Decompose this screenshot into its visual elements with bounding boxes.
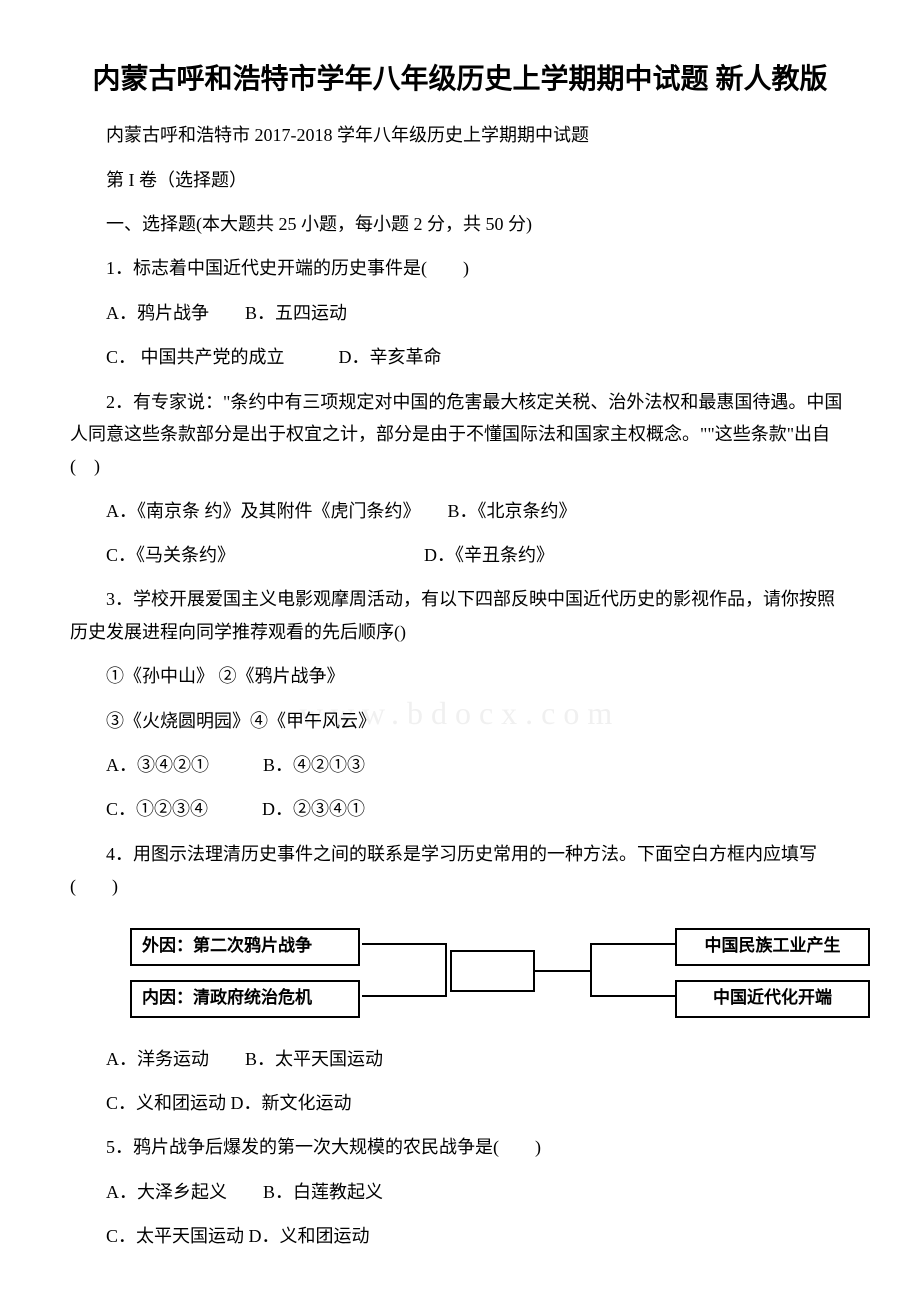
q3-options-line1: A．③④②① B．④②①③ bbox=[70, 749, 850, 781]
q4-stem: 4．用图示法理清历史事件之间的联系是学习历史常用的一种方法。下面空白方框内应填写… bbox=[70, 838, 850, 903]
q4-diagram: 外因：第二次鸦片战争 内因：清政府统治危机 中国民族工业产生 中国近代化开端 bbox=[130, 918, 890, 1028]
q5-options-line1: A．大泽乡起义 B．白莲教起义 bbox=[70, 1176, 850, 1208]
q4-options-line1: A．洋务运动 B．太平天国运动 bbox=[70, 1043, 850, 1075]
section-description: 一、选择题(本大题共 25 小题，每小题 2 分，共 50 分) bbox=[70, 208, 850, 240]
diagram-box-right-bottom: 中国近代化开端 bbox=[675, 980, 870, 1018]
section-label: 第 I 卷（选择题） bbox=[70, 164, 850, 196]
q3-options-line2: C．①②③④ D．②③④① bbox=[70, 793, 850, 825]
q3-opt-line2: ③《火烧圆明园》④《甲午风云》 bbox=[70, 705, 850, 737]
q1-options-line1: A．鸦片战争 B．五四运动 bbox=[70, 297, 850, 329]
q5-options-line2: C．太平天国运动 D．义和团运动 bbox=[70, 1220, 850, 1252]
diagram-box-right-top: 中国民族工业产生 bbox=[675, 928, 870, 966]
q3-stem: 3．学校开展爱国主义电影观摩周活动，有以下四部反映中国近代历史的影视作品，请你按… bbox=[70, 583, 850, 648]
q2-options-line2: C．《马关条约》 D．《辛丑条约》 bbox=[70, 539, 850, 571]
q1-stem: 1．标志着中国近代史开端的历史事件是( ) bbox=[70, 252, 850, 284]
diagram-box-left-top: 外因：第二次鸦片战争 bbox=[130, 928, 360, 966]
q1-options-line2: C． 中国共产党的成立 D．辛亥革命 bbox=[70, 341, 850, 373]
diagram-box-middle bbox=[450, 950, 535, 992]
q2-stem: 2．有专家说："条约中有三项规定对中国的危害最大核定关税、治外法权和最惠国待遇。… bbox=[70, 386, 850, 483]
diagram-connector-right bbox=[535, 970, 590, 972]
diagram-bracket-left bbox=[362, 943, 447, 997]
q3-opt-line1: ①《孙中山》 ②《鸦片战争》 bbox=[70, 660, 850, 692]
q2-options-line1: A．《南京条 约》及其附件《虎门条约》 B．《北京条约》 bbox=[70, 495, 850, 527]
q5-stem: 5．鸦片战争后爆发的第一次大规模的农民战争是( ) bbox=[70, 1131, 850, 1163]
subtitle: 内蒙古呼和浩特市 2017-2018 学年八年级历史上学期期中试题 bbox=[70, 119, 850, 151]
diagram-box-left-bottom: 内因：清政府统治危机 bbox=[130, 980, 360, 1018]
q4-options-line2: C．义和团运动 D．新文化运动 bbox=[70, 1087, 850, 1119]
document-title: 内蒙古呼和浩特市学年八年级历史上学期期中试题 新人教版 bbox=[70, 60, 850, 99]
diagram-bracket-right bbox=[590, 943, 675, 997]
